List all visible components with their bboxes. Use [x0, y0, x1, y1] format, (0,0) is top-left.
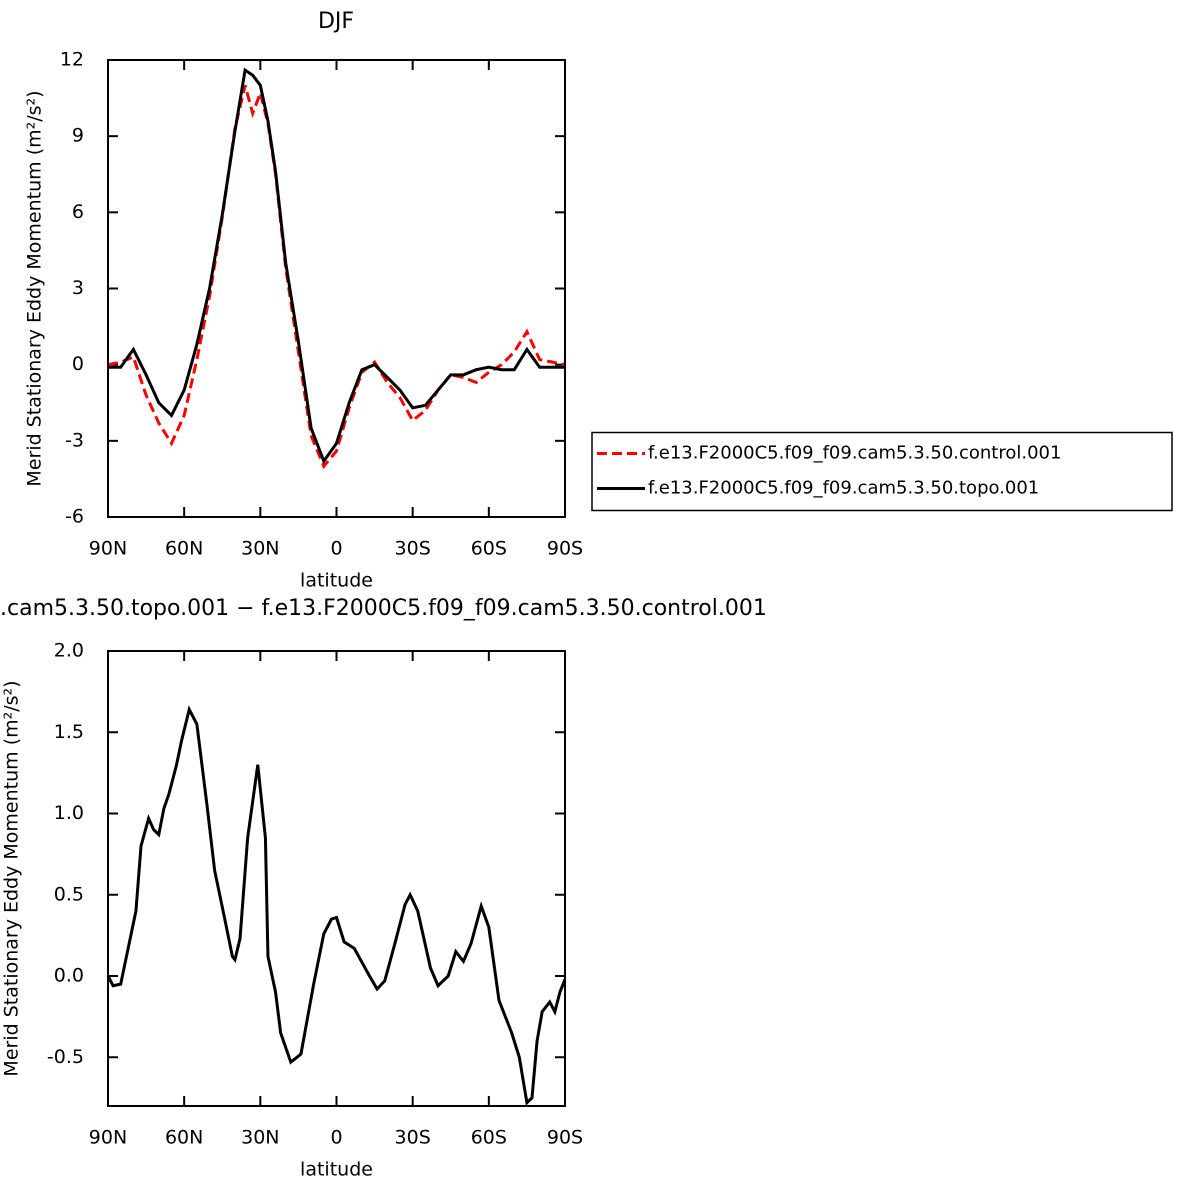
chart-title: .cam5.3.50.topo.001 − f.e13.F2000C5.f09_… — [0, 596, 767, 621]
x-tick-label: 0 — [330, 1127, 342, 1149]
y-tick-label: 1.0 — [54, 802, 84, 824]
y-tick-label: 0.0 — [54, 965, 84, 987]
data-line — [108, 67, 565, 465]
plot-frame — [107, 59, 566, 518]
y-tick-label: 12 — [60, 49, 84, 71]
legend-label: f.e13.F2000C5.f09_f09.cam5.3.50.topo.001 — [648, 478, 1039, 499]
y-tick-label: -6 — [65, 506, 84, 528]
x-tick-label: 90S — [547, 538, 583, 560]
y-tick-label: 3 — [72, 277, 84, 299]
y-axis-label: Merid Stationary Eddy Momentum (m²/s²) — [1, 680, 23, 1076]
data-line — [108, 84, 565, 470]
x-tick-label: 60S — [471, 1127, 507, 1149]
y-axis-label: Merid Stationary Eddy Momentum (m²/s²) — [24, 90, 46, 486]
x-tick-label: 30S — [395, 1127, 431, 1149]
y-tick-label: 1.5 — [54, 721, 84, 743]
x-tick-label: 0 — [330, 538, 342, 560]
legend-label: f.e13.F2000C5.f09_f09.cam5.3.50.control.… — [648, 443, 1061, 464]
y-tick-label: 0 — [72, 353, 84, 375]
x-tick-label: 30N — [241, 1127, 279, 1149]
y-tick-label: 9 — [72, 125, 84, 147]
plot-frame — [107, 650, 566, 1107]
y-tick-label: -0.5 — [47, 1046, 84, 1068]
y-tick-label: -3 — [65, 429, 84, 451]
x-tick-label: 90N — [89, 1127, 127, 1149]
x-tick-label: 60S — [471, 538, 507, 560]
x-tick-label: 60N — [165, 538, 203, 560]
x-tick-label: 30S — [395, 538, 431, 560]
x-tick-label: 60N — [165, 1127, 203, 1149]
x-tick-label: 30N — [241, 538, 279, 560]
chart-title: DJF — [318, 9, 354, 34]
x-tick-label: 90N — [89, 538, 127, 560]
y-tick-label: 6 — [72, 201, 84, 223]
legend-box — [591, 431, 1173, 512]
data-line — [108, 705, 565, 1106]
x-axis-label: latitude — [300, 1159, 373, 1181]
x-tick-label: 90S — [547, 1127, 583, 1149]
y-tick-label: 2.0 — [54, 640, 84, 662]
x-axis-label: latitude — [300, 570, 373, 592]
y-tick-label: 0.5 — [54, 883, 84, 905]
